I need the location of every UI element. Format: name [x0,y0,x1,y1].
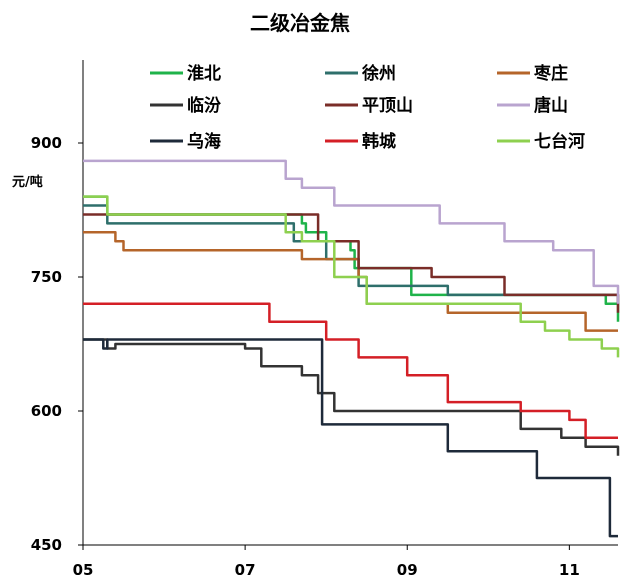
x-tick-label: 09 [397,561,418,579]
y-tick-label: 600 [31,402,62,420]
x-tick-label: 11 [559,561,580,579]
series-lines [83,159,620,538]
series-line [83,195,620,358]
legend-label: 徐州 [361,63,396,84]
legend-label: 七台河 [534,131,585,152]
y-tick-label: 750 [31,268,62,286]
series-line [83,338,618,538]
x-tick-label: 05 [73,561,94,579]
series-line [83,213,620,313]
y-tick-label: 450 [31,536,62,554]
legend-label: 唐山 [534,95,568,116]
series-line [83,204,620,304]
legend-label: 乌海 [187,131,221,152]
series-line [83,338,620,456]
x-ticks: 05 07 09 11 [73,545,580,579]
series-line [83,302,618,440]
x-tick-label: 07 [235,561,256,579]
legend-label: 枣庄 [533,63,568,84]
chart-title: 二级冶金焦 [250,11,350,35]
legend-label: 韩城 [362,131,396,152]
y-ticks: 900 750 600 450 [31,134,83,554]
y-axis-label: 元/吨 [12,174,43,190]
legend-label: 临汾 [187,95,221,116]
series-line [83,159,620,304]
legend-label: 淮北 [187,64,221,84]
y-tick-label: 900 [31,134,62,152]
legend-label: 平顶山 [362,96,413,116]
